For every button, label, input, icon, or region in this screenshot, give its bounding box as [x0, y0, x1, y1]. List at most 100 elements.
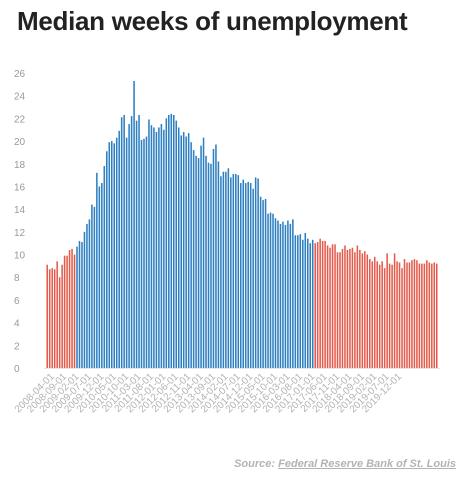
bar	[145, 136, 148, 368]
bar	[411, 260, 413, 368]
bar	[364, 251, 366, 368]
bar	[48, 269, 51, 368]
bar	[344, 245, 346, 368]
bar	[381, 261, 383, 368]
y-tick-label: 10	[14, 251, 26, 262]
bar	[376, 261, 378, 368]
bar	[351, 247, 354, 368]
bar	[259, 196, 262, 368]
bar	[254, 177, 257, 368]
chart-title: Median weeks of unemployment	[17, 6, 408, 36]
bar	[401, 268, 403, 368]
bar	[155, 132, 158, 368]
bar	[242, 179, 245, 368]
bar	[125, 137, 128, 368]
bar	[252, 188, 254, 368]
bar	[212, 149, 215, 368]
bar	[71, 248, 73, 368]
y-tick-label: 22	[14, 114, 26, 125]
bar	[220, 176, 222, 368]
bar	[91, 204, 93, 368]
bar	[150, 125, 153, 368]
y-tick-label: 16	[14, 182, 26, 193]
source-note: Source: Federal Reserve Bank of St. Loui…	[234, 458, 456, 470]
bar	[309, 243, 311, 368]
bar	[398, 262, 401, 368]
bar	[267, 213, 269, 368]
bar	[168, 114, 170, 368]
bar	[403, 259, 406, 368]
bar	[86, 223, 88, 368]
bar	[222, 171, 225, 368]
y-tick-label: 6	[14, 296, 20, 307]
y-tick-label: 12	[14, 228, 26, 239]
bar	[106, 151, 108, 368]
bar	[341, 248, 344, 368]
bar	[297, 235, 299, 368]
bar	[262, 200, 264, 368]
bar	[346, 250, 349, 368]
bar	[63, 255, 66, 368]
bar	[336, 252, 339, 368]
bar	[326, 245, 329, 368]
bar	[46, 264, 49, 368]
y-tick-label: 20	[14, 137, 26, 148]
bar	[110, 141, 113, 368]
bar	[78, 240, 81, 368]
bar	[177, 127, 180, 369]
bar-series	[46, 80, 438, 369]
bar	[359, 250, 361, 368]
bar	[98, 186, 101, 368]
bar	[282, 221, 284, 368]
bar	[197, 158, 200, 368]
bar	[287, 220, 289, 368]
bar	[316, 242, 319, 368]
bar	[314, 243, 316, 368]
bar	[373, 256, 376, 368]
bar	[349, 248, 351, 368]
bar	[200, 145, 202, 368]
bar	[96, 172, 98, 368]
source-link[interactable]: Federal Reserve Bank of St. Louis	[278, 458, 456, 470]
bar	[272, 213, 274, 368]
bar	[123, 114, 125, 368]
y-tick-label: 2	[14, 341, 20, 352]
y-tick-label: 24	[14, 92, 26, 103]
bar	[135, 120, 138, 369]
bar	[321, 240, 324, 368]
bar	[187, 133, 190, 368]
bar	[138, 114, 140, 368]
bar	[210, 163, 212, 368]
bar	[371, 261, 374, 368]
bar	[239, 183, 242, 368]
bar	[128, 124, 130, 368]
bar	[76, 246, 78, 368]
bar	[324, 240, 326, 368]
bar	[192, 150, 195, 368]
bar	[205, 155, 207, 368]
bar	[356, 245, 359, 368]
bar	[319, 238, 321, 368]
bar	[165, 118, 168, 368]
y-tick-label: 26	[14, 69, 26, 80]
bar	[247, 181, 249, 368]
bar	[101, 183, 103, 368]
bar	[215, 144, 217, 368]
bar	[269, 212, 272, 368]
bar	[299, 234, 302, 368]
bar	[148, 119, 150, 369]
bar	[329, 247, 331, 368]
bar	[185, 136, 187, 368]
bar	[235, 173, 237, 368]
bar	[284, 225, 287, 368]
bar	[378, 264, 381, 368]
y-tick-label: 18	[14, 160, 26, 171]
bar	[366, 254, 369, 368]
bar	[153, 127, 155, 369]
bar	[68, 250, 71, 368]
bar	[230, 177, 232, 368]
bar	[294, 235, 297, 368]
bar	[264, 198, 267, 368]
